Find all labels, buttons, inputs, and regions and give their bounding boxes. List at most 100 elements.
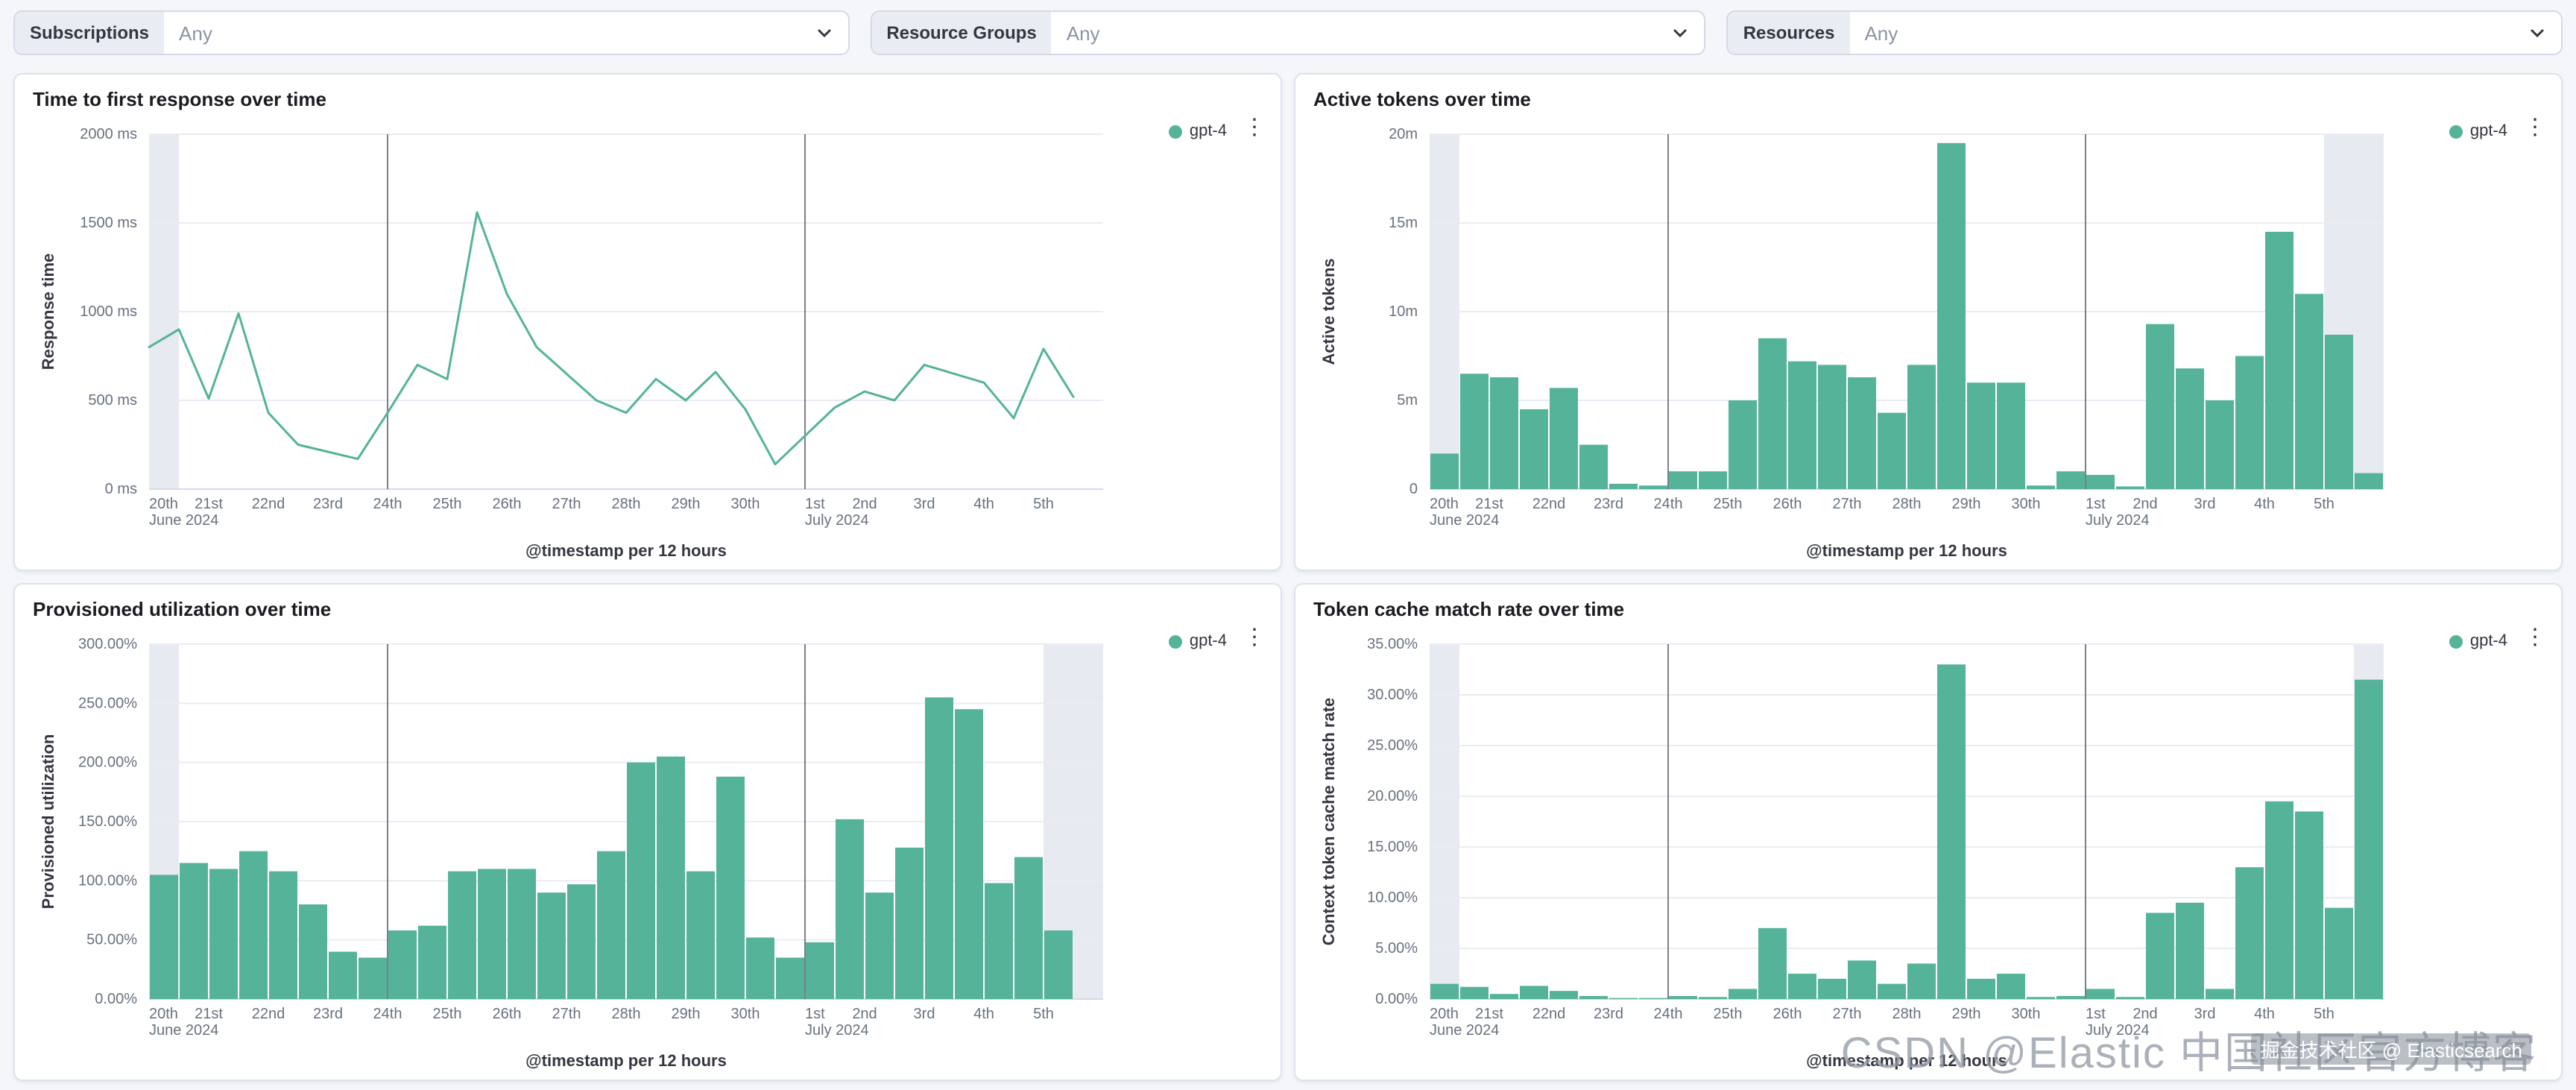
svg-text:29th: 29th [1952,496,1981,512]
svg-text:21st: 21st [1475,1006,1503,1022]
svg-text:21st: 21st [195,496,223,512]
panel-title: Provisioned utilization over time [33,598,332,620]
svg-text:5th: 5th [2314,1006,2334,1022]
series-color-dot [2449,634,2463,648]
resource-groups-filter-select[interactable]: Any [1052,12,1705,54]
subscriptions-filter-label: Subscriptions [15,12,165,54]
svg-text:July 2024: July 2024 [2086,512,2150,529]
svg-text:24th: 24th [373,496,402,512]
svg-text:1500 ms: 1500 ms [80,215,137,231]
svg-text:June 2024: June 2024 [1430,512,1499,529]
svg-text:30th: 30th [2012,1006,2041,1022]
svg-text:23rd: 23rd [313,1006,343,1022]
svg-text:10.00%: 10.00% [1367,889,1418,906]
svg-text:30.00%: 30.00% [1367,687,1418,703]
svg-text:500 ms: 500 ms [88,392,137,409]
svg-text:Provisioned utilization: Provisioned utilization [39,734,57,910]
chevron-down-icon [815,24,833,42]
svg-text:3rd: 3rd [914,496,935,512]
svg-text:20th: 20th [1430,496,1459,512]
svg-text:10m: 10m [1389,303,1418,320]
svg-text:5m: 5m [1397,392,1418,409]
panel-title: Active tokens over time [1313,88,1531,110]
svg-text:300.00%: 300.00% [78,636,137,652]
svg-text:2nd: 2nd [852,496,877,512]
subscriptions-filter: Subscriptions Any [13,10,850,55]
svg-text:27th: 27th [1833,496,1862,512]
svg-text:4th: 4th [2254,1006,2275,1022]
svg-text:25th: 25th [1714,1006,1743,1022]
resources-filter-select[interactable]: Any [1849,12,2561,54]
svg-text:1st: 1st [2086,496,2106,512]
svg-text:24th: 24th [1654,496,1683,512]
panel-title: Time to first response over time [33,88,326,110]
panel-options-icon[interactable]: ⋮ [2515,113,2555,142]
svg-text:22nd: 22nd [1532,1006,1566,1022]
panel-options-icon[interactable]: ⋮ [1234,623,1275,652]
svg-text:21st: 21st [1475,496,1503,512]
series-color-dot [1168,634,1182,648]
chart-canvas-response-time[interactable]: 0 ms 500 ms 1000 ms 1500 ms 2000 ms 20thJune … [33,113,1261,561]
svg-text:July 2024: July 2024 [805,512,869,529]
legend-item-gpt-4[interactable]: gpt-4 [1168,122,1227,140]
svg-text:4th: 4th [973,1006,994,1022]
svg-text:24th: 24th [373,1006,402,1022]
svg-text:28th: 28th [612,1006,641,1022]
svg-text:2nd: 2nd [2133,1006,2157,1022]
svg-text:100.00%: 100.00% [78,872,137,889]
svg-text:@timestamp per 12 hours: @timestamp per 12 hours [1806,541,2007,560]
svg-text:1st: 1st [805,1006,825,1022]
svg-text:5th: 5th [1033,496,1054,512]
svg-text:Response time: Response time [39,253,57,371]
legend-item-gpt-4[interactable]: gpt-4 [1168,632,1227,650]
svg-text:Context token cache match rate: Context token cache match rate [1319,698,1338,946]
svg-text:29th: 29th [672,496,701,512]
svg-text:28th: 28th [1892,496,1922,512]
svg-text:200.00%: 200.00% [78,755,137,771]
subscriptions-filter-select[interactable]: Any [164,12,847,54]
svg-text:30th: 30th [731,1006,760,1022]
panel-token-cache-match-rate: Token cache match rate over time gpt-4 ⋮… [1294,583,2563,1081]
svg-text:30th: 30th [731,496,760,512]
svg-text:26th: 26th [1773,1006,1802,1022]
svg-text:0.00%: 0.00% [1375,991,1418,1007]
svg-text:35.00%: 35.00% [1367,636,1418,652]
series-color-dot [1168,125,1182,138]
resources-filter-value: Any [1864,22,1898,44]
svg-text:15m: 15m [1389,215,1418,231]
svg-text:June 2024: June 2024 [149,512,218,529]
subscriptions-filter-value: Any [179,22,212,44]
svg-text:23rd: 23rd [313,496,343,512]
legend-item-gpt-4[interactable]: gpt-4 [2449,632,2507,650]
panel-options-icon[interactable]: ⋮ [1234,113,1275,142]
svg-text:4th: 4th [973,496,994,512]
legend-item-gpt-4[interactable]: gpt-4 [2449,122,2507,140]
svg-text:24th: 24th [1654,1006,1683,1022]
svg-text:27th: 27th [552,1006,581,1022]
svg-text:4th: 4th [2254,496,2275,512]
svg-text:150.00%: 150.00% [78,813,137,830]
chart-canvas-cache-match-rate[interactable]: 0.00% 5.00% 10.00% 15.00% 20.00% 25.00% 30.00%… [1313,623,2542,1071]
svg-text:28th: 28th [1892,1006,1922,1022]
chevron-down-icon [2528,24,2546,42]
svg-text:25th: 25th [1714,496,1743,512]
chart-canvas-provisioned-utilization[interactable]: 0.00% 50.00% 100.00% 150.00% 200.00% 250.00% 3… [33,623,1261,1071]
svg-text:21st: 21st [195,1006,223,1022]
svg-text:5th: 5th [1033,1006,1054,1022]
svg-text:22nd: 22nd [252,496,285,512]
svg-text:June 2024: June 2024 [1430,1022,1499,1039]
svg-text:20m: 20m [1389,126,1418,142]
svg-text:@timestamp per 12 hours: @timestamp per 12 hours [525,541,727,560]
svg-text:20th: 20th [1430,1006,1459,1022]
svg-text:20th: 20th [149,1006,178,1022]
panel-time-to-first-response: Time to first response over time gpt-4 ⋮… [13,73,1282,571]
svg-text:25.00%: 25.00% [1367,737,1418,754]
svg-text:29th: 29th [672,1006,701,1022]
svg-text:15.00%: 15.00% [1367,839,1418,855]
svg-text:3rd: 3rd [914,1006,935,1022]
svg-text:0.00%: 0.00% [95,991,137,1007]
panel-options-icon[interactable]: ⋮ [2515,623,2555,652]
resources-filter-label: Resources [1728,12,1850,54]
